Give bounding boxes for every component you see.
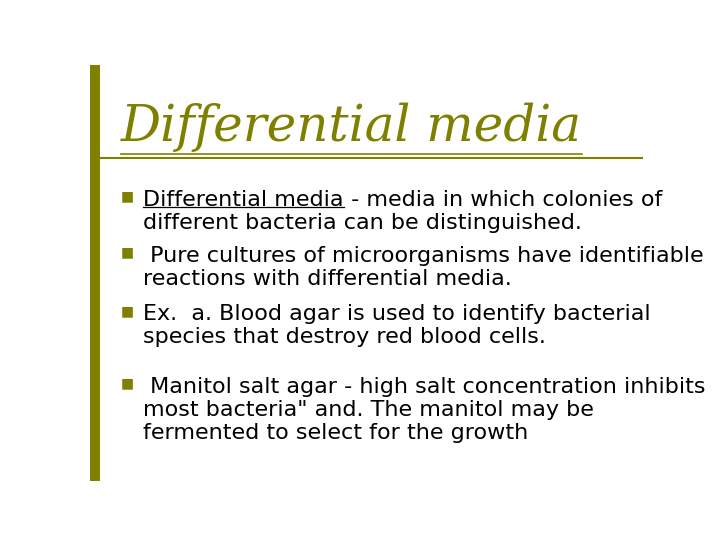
Text: Ex.  a. Blood agar is used to identify bacterial
species that destroy red blood : Ex. a. Blood agar is used to identify ba… [143,304,651,347]
Text: - media in which colonies of: - media in which colonies of [343,190,662,210]
Bar [90,65,100,481]
Text: ■: ■ [121,304,134,318]
Text: ■: ■ [121,246,134,260]
Text: Differential media: Differential media [143,190,343,210]
Text: different bacteria can be distinguished.: different bacteria can be distinguished. [143,213,582,233]
Text: Manitol salt agar - high salt concentration inhibits
most bacteria" and. The man: Manitol salt agar - high salt concentrat… [143,377,706,443]
Text: Pure cultures of microorganisms have identifiable
reactions with differential me: Pure cultures of microorganisms have ide… [143,246,703,289]
Text: Differential media: Differential media [121,102,582,152]
Text: ■: ■ [121,190,134,204]
Text: ■: ■ [121,377,134,390]
